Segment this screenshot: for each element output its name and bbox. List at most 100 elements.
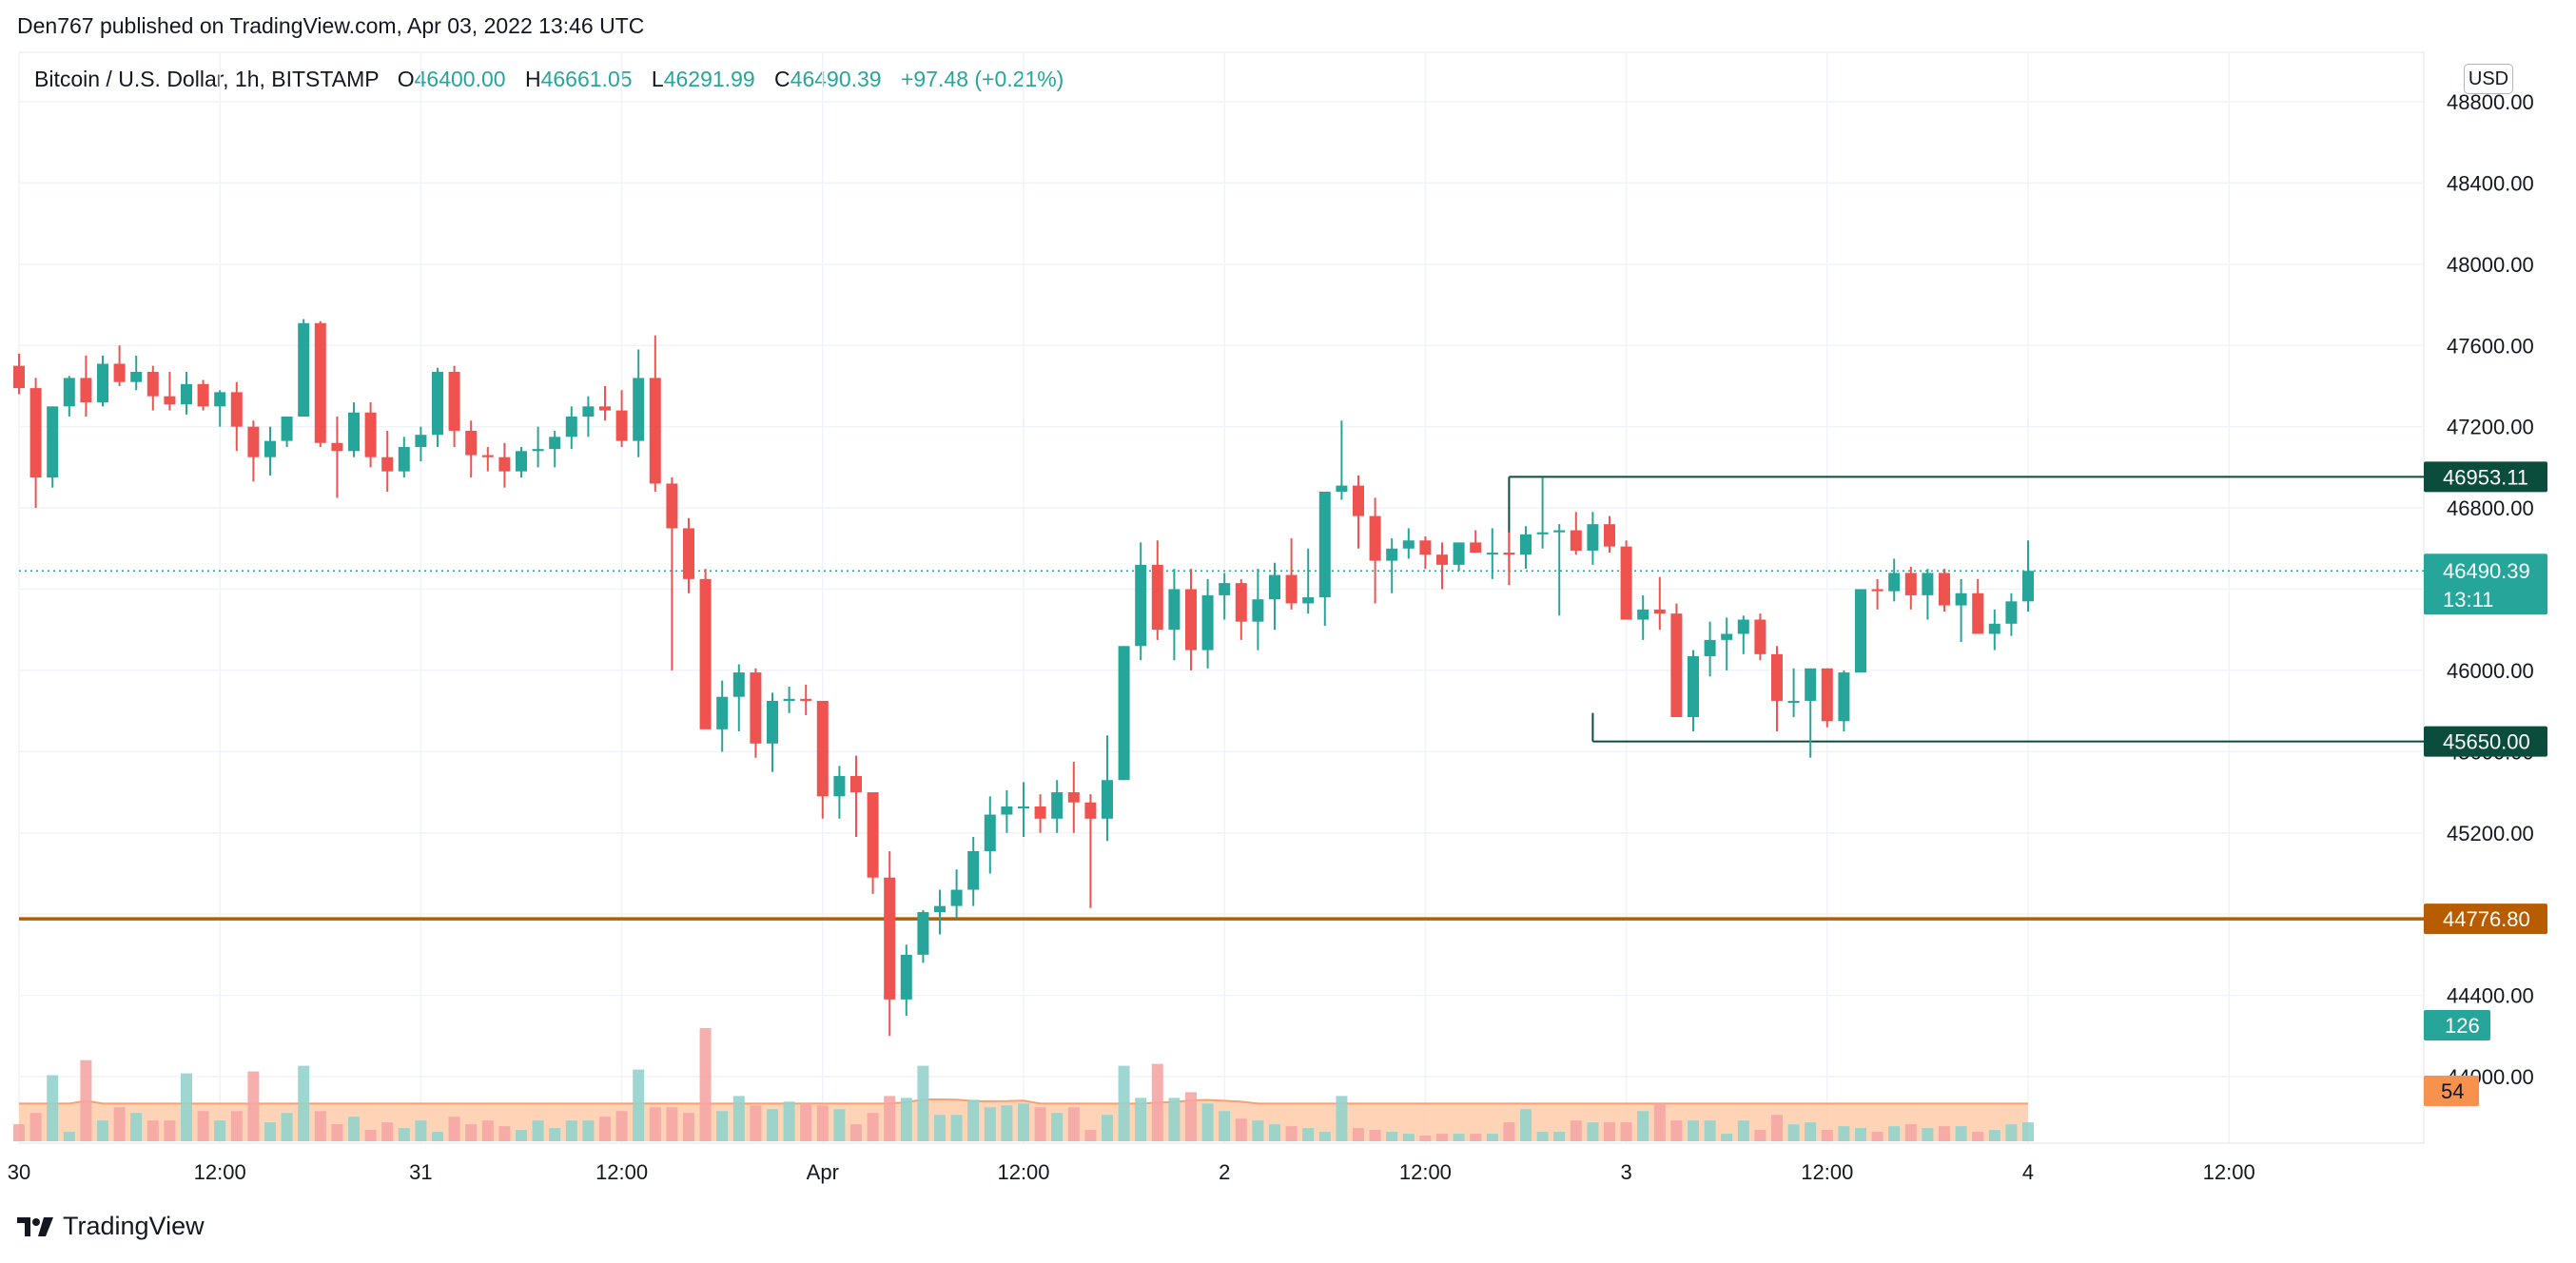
volume-bar (29, 1113, 42, 1141)
candle-body (1988, 623, 2000, 634)
candle-body (1302, 597, 1315, 604)
candle-body (1888, 573, 1901, 592)
volume-bar (448, 1117, 460, 1141)
volume-bar (1972, 1132, 1984, 1141)
candle-body (1503, 553, 1515, 555)
candle-body (1318, 492, 1331, 598)
candle-body (900, 954, 912, 1000)
volume-bar (1988, 1130, 2000, 1141)
volume-bar (181, 1073, 192, 1141)
volume-bar (230, 1111, 243, 1141)
candle-body (867, 792, 879, 878)
volume-bar (884, 1096, 896, 1141)
x-tick-label: 12:00 (194, 1160, 246, 1184)
y-tick-label: 46000.00 (2447, 659, 2534, 683)
candle-body (800, 698, 812, 701)
volume-bar (2022, 1122, 2034, 1141)
volume-bar (214, 1120, 226, 1141)
volume-bar (1922, 1128, 1934, 1141)
candle-body (331, 442, 343, 452)
volume-bar (298, 1065, 310, 1141)
volume-bar (1721, 1134, 1733, 1141)
volume-bar (1470, 1134, 1482, 1141)
footer-brand[interactable]: TradingView (17, 1212, 205, 1241)
plot-frame (18, 51, 2425, 1144)
volume-bar (113, 1107, 126, 1141)
volume-bar (2005, 1124, 2018, 1141)
candle-body (1771, 653, 1783, 701)
volume-bar (1402, 1134, 1415, 1141)
candle-body (97, 363, 108, 403)
candle-body (1520, 534, 1532, 555)
candle-body (884, 877, 896, 1000)
x-tick-label: 12:00 (1801, 1160, 1853, 1184)
volume-bar (1386, 1132, 1398, 1141)
candle-body (816, 700, 829, 797)
candle-body (181, 383, 192, 405)
volume-bar (816, 1105, 829, 1141)
volume-bar (264, 1122, 276, 1141)
candle-body (1419, 540, 1432, 555)
volume-ma-tag (2424, 1076, 2479, 1106)
volume-bar (364, 1130, 377, 1141)
candle-body (1805, 668, 1817, 701)
candle-body (197, 383, 209, 407)
candle-body (13, 365, 25, 389)
symbol-legend: Bitcoin / U.S. Dollar, 1h, BITSTAMP O464… (34, 67, 1077, 92)
volume-bar (146, 1120, 159, 1141)
legend-high: 46661.05 (540, 67, 633, 91)
level-price-label: 44776.80 (2443, 907, 2530, 931)
candle-body (398, 447, 410, 472)
candle-body (164, 396, 176, 405)
candle-body (1553, 530, 1566, 533)
volume-bar (716, 1111, 729, 1141)
legend-low: 46291.99 (663, 67, 755, 91)
currency-button[interactable]: USD (2464, 64, 2513, 94)
candle-body (1570, 530, 1582, 551)
candle-body (481, 455, 494, 457)
candle-body (298, 322, 310, 417)
candle-body (1168, 589, 1181, 631)
x-tick-label: 12:00 (2203, 1160, 2255, 1184)
candle-body (1001, 806, 1013, 815)
candle-body (1955, 593, 1967, 606)
candle-body (348, 412, 360, 452)
candle-body (1336, 485, 1348, 492)
candle-body (750, 672, 762, 744)
volume-bar (649, 1107, 661, 1141)
legend-symbol[interactable]: Bitcoin / U.S. Dollar, 1h, BITSTAMP (34, 67, 380, 91)
candle-body (1269, 574, 1280, 600)
volume-bar (1135, 1098, 1147, 1141)
volume-bar (1285, 1126, 1298, 1141)
volume-bar (1453, 1134, 1465, 1141)
volume-bar (1855, 1128, 1866, 1141)
candle-body (1235, 583, 1247, 622)
volume-bar (331, 1124, 343, 1141)
volume-bar (1151, 1063, 1163, 1141)
volume-bar (1939, 1126, 1950, 1141)
axes: 44000.0044400.0044800.0045200.0045600.00… (8, 90, 2547, 1184)
volume-bar (432, 1132, 443, 1141)
candle-body (1620, 546, 1632, 620)
candle-body (1118, 646, 1130, 781)
volume-bar (1737, 1120, 1749, 1141)
candle-body (934, 905, 946, 913)
volume-bar (130, 1113, 143, 1141)
volume-ma-line (19, 1098, 2028, 1105)
candle-body (130, 372, 143, 382)
volume-bar (1888, 1126, 1901, 1141)
legend-close-label: C (774, 67, 790, 91)
x-tick-label: 12:00 (595, 1160, 648, 1184)
x-tick-label: 30 (8, 1160, 30, 1184)
volume-bar (314, 1111, 326, 1141)
candle-body (2005, 601, 2018, 624)
candle-body (1737, 619, 1749, 634)
volume-bar (917, 1065, 929, 1141)
candle-body (599, 406, 611, 411)
candle-body (1018, 806, 1029, 808)
volume-bar (1604, 1122, 1615, 1141)
volume-bar (1771, 1115, 1783, 1141)
volume-bar (1067, 1107, 1080, 1141)
level-price-tag (2424, 904, 2547, 935)
